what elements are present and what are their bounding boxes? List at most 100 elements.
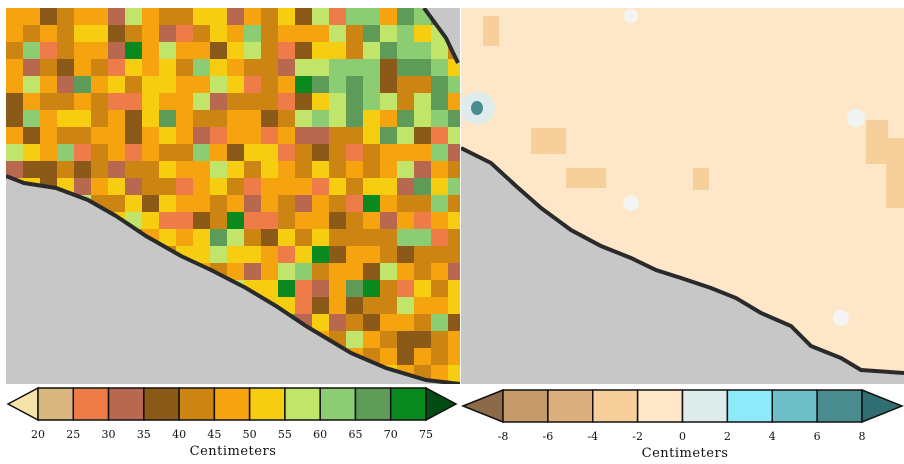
raster-cell — [448, 195, 460, 212]
raster-cell — [159, 93, 176, 110]
raster-cell — [159, 178, 176, 195]
raster-cell — [380, 348, 397, 365]
raster-cell — [244, 144, 261, 161]
colorbar-tick-label: 75 — [419, 428, 433, 441]
raster-cell — [346, 144, 363, 161]
raster-cell — [159, 110, 176, 127]
raster-cell — [193, 161, 210, 178]
right-legend-title: Centimeters — [641, 446, 729, 461]
raster-cell — [448, 331, 460, 348]
raster-cell — [295, 76, 312, 93]
raster-cell — [278, 127, 295, 144]
raster-cell — [278, 229, 295, 246]
raster-cell — [227, 246, 244, 263]
raster-cell — [363, 93, 380, 110]
raster-cell — [431, 110, 448, 127]
raster-cell — [397, 331, 414, 348]
raster-cell — [312, 8, 329, 25]
raster-cell — [312, 76, 329, 93]
raster-cell — [312, 263, 329, 280]
raster-cell — [380, 25, 397, 42]
raster-cell — [380, 93, 397, 110]
raster-cell — [108, 144, 125, 161]
raster-cell — [448, 348, 460, 365]
raster-cell — [414, 93, 431, 110]
raster-cell — [448, 178, 460, 195]
raster-cell — [244, 76, 261, 93]
right-coastline — [461, 146, 904, 375]
raster-cell — [346, 93, 363, 110]
raster-cell — [261, 8, 278, 25]
raster-cell — [312, 178, 329, 195]
raster-cell — [57, 127, 74, 144]
raster-cell — [431, 127, 448, 144]
raster-cell — [431, 280, 448, 297]
raster-cell — [397, 263, 414, 280]
raster-cell — [193, 144, 210, 161]
raster-cell — [74, 110, 91, 127]
raster-cell — [244, 110, 261, 127]
raster-cell — [431, 59, 448, 76]
colorbar-swatch — [502, 389, 549, 423]
raster-cell — [363, 212, 380, 229]
raster-cell — [159, 229, 176, 246]
colorbar-tick-label: 2 — [723, 430, 731, 443]
colorbar-swatch — [178, 387, 216, 421]
raster-cell — [363, 314, 380, 331]
raster-cell — [176, 229, 193, 246]
raster-cell — [125, 93, 142, 110]
raster-cell — [397, 314, 414, 331]
right-map-panel — [461, 8, 904, 384]
raster-cell — [6, 25, 23, 42]
raster-cell — [448, 161, 460, 178]
raster-cell — [261, 212, 278, 229]
raster-cell — [312, 59, 329, 76]
raster-cell — [142, 195, 159, 212]
raster-cell — [40, 93, 57, 110]
raster-cell — [261, 25, 278, 42]
raster-cell — [329, 161, 346, 178]
raster-cell — [125, 144, 142, 161]
raster-cell — [414, 229, 431, 246]
raster-cell — [397, 110, 414, 127]
raster-cell — [431, 229, 448, 246]
raster-cell — [261, 42, 278, 59]
colorbar-tick-label: -6 — [542, 430, 554, 443]
raster-cell — [176, 161, 193, 178]
raster-cell — [142, 59, 159, 76]
colorbar-tick-label: -4 — [587, 430, 599, 443]
raster-cell — [431, 144, 448, 161]
raster-cell — [74, 178, 91, 195]
raster-cell — [210, 229, 227, 246]
raster-cell — [363, 331, 380, 348]
raster-cell — [295, 195, 312, 212]
raster-cell — [312, 195, 329, 212]
raster-cell — [278, 93, 295, 110]
raster-cell — [244, 93, 261, 110]
raster-cell — [431, 93, 448, 110]
raster-cell — [23, 42, 40, 59]
raster-cell — [312, 246, 329, 263]
raster-cell — [176, 8, 193, 25]
raster-cell — [278, 195, 295, 212]
raster-cell — [380, 42, 397, 59]
colorbar-tick-label: 55 — [277, 428, 292, 441]
raster-cell — [414, 161, 431, 178]
raster-cell — [448, 263, 460, 280]
raster-cell — [295, 229, 312, 246]
raster-cell — [329, 297, 346, 314]
raster-cell — [91, 110, 108, 127]
raster-cell — [295, 93, 312, 110]
raster-cell — [176, 212, 193, 229]
raster-cell — [210, 93, 227, 110]
raster-cell — [159, 59, 176, 76]
raster-cell — [23, 8, 40, 25]
raster-cell — [295, 110, 312, 127]
raster-cell — [278, 76, 295, 93]
raster-cell — [108, 59, 125, 76]
raster-cell — [6, 8, 23, 25]
raster-cell — [91, 127, 108, 144]
raster-cell — [346, 42, 363, 59]
raster-cell — [108, 42, 125, 59]
raster-cell — [193, 93, 210, 110]
